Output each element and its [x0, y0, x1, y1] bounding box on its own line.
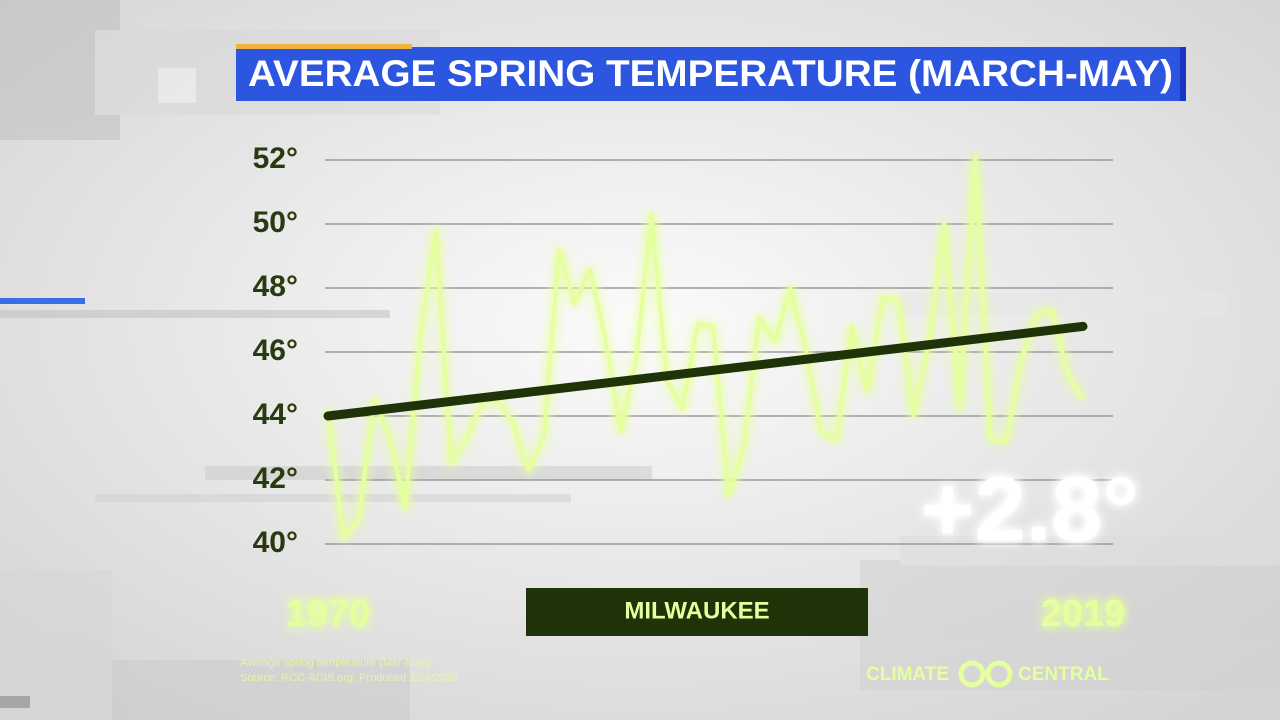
title-edge: [1180, 47, 1186, 101]
title-accent: [236, 44, 412, 49]
y-tick-label: 40°: [253, 526, 298, 559]
y-tick-label: 44°: [253, 398, 298, 431]
source-line: Average spring temperature (Mar-May): [240, 657, 430, 669]
chart-title: AVERAGE SPRING TEMPERATURE (MARCH-MAY): [248, 53, 1173, 94]
y-tick-label: 46°: [253, 334, 298, 367]
y-tick-label: 52°: [253, 142, 298, 175]
y-tick-label: 42°: [253, 462, 298, 495]
logo-text: CLIMATE: [866, 664, 949, 685]
data-line: [326, 154, 1085, 540]
location-label: MILWAUKEE: [624, 597, 769, 624]
y-tick-label: 48°: [253, 270, 298, 303]
logo-text: CENTRAL: [1018, 664, 1109, 685]
trend-line: [323, 321, 1088, 421]
accent-bar: [0, 298, 85, 304]
annotation: +2.8°: [921, 458, 1139, 560]
x-tick-label: 1970: [286, 593, 371, 635]
y-tick-label: 50°: [253, 206, 298, 239]
logo-icon: [958, 660, 1013, 688]
location-box: [526, 588, 868, 636]
source-line: Source: RCC-ACIS.org. Produced 2/26/2020: [240, 672, 458, 684]
title-bar: [236, 47, 1186, 101]
x-tick-label: 2019: [1041, 593, 1126, 635]
